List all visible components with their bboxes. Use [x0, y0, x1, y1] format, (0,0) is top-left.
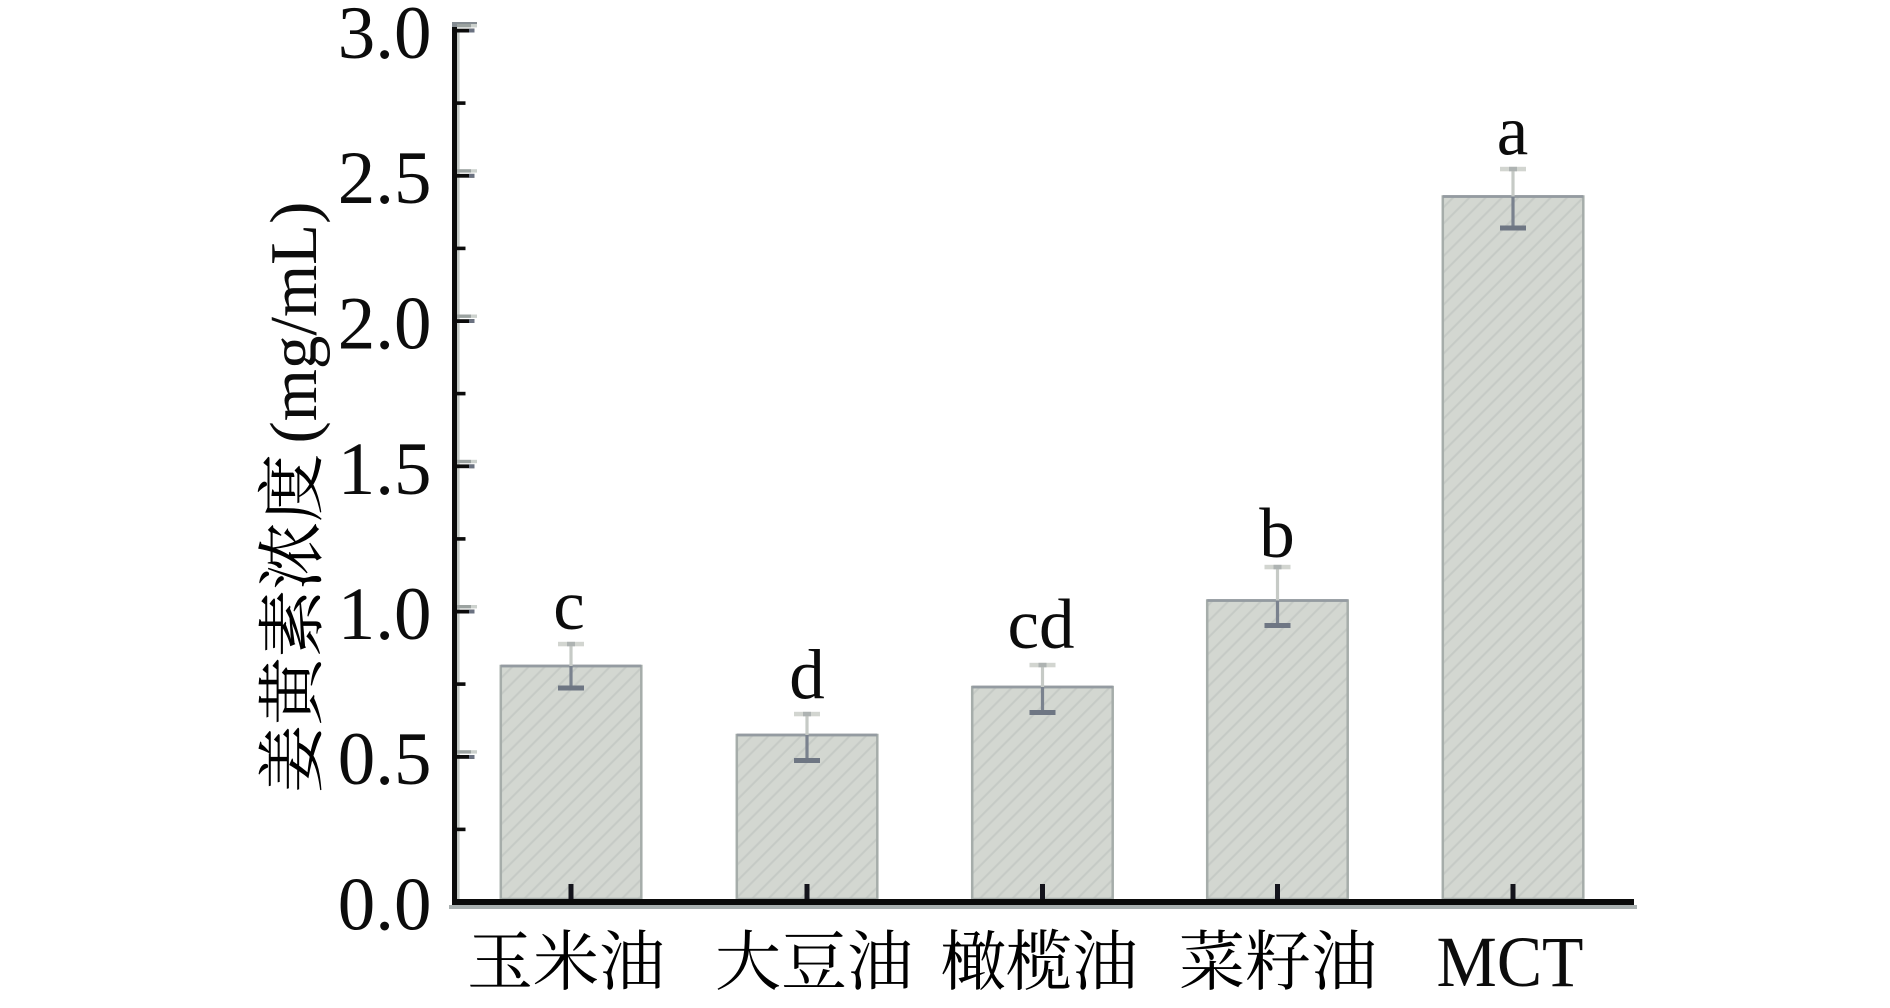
- svg-text:a: a: [1497, 93, 1529, 171]
- svg-text:3.0: 3.0: [338, 0, 432, 75]
- svg-text:2.0: 2.0: [338, 283, 432, 366]
- svg-text:c: c: [553, 567, 585, 645]
- svg-text:cd: cd: [1007, 586, 1074, 664]
- svg-text:0.5: 0.5: [338, 718, 432, 801]
- svg-text:(mg/mL): (mg/mL): [257, 202, 331, 444]
- svg-text:1.0: 1.0: [338, 573, 432, 656]
- svg-text:1.5: 1.5: [338, 428, 432, 511]
- svg-text:MCT: MCT: [1437, 922, 1584, 1002]
- svg-text:2.5: 2.5: [338, 137, 432, 220]
- svg-text:b: b: [1259, 495, 1295, 573]
- svg-text:0.0: 0.0: [338, 864, 432, 947]
- svg-text:d: d: [789, 637, 825, 715]
